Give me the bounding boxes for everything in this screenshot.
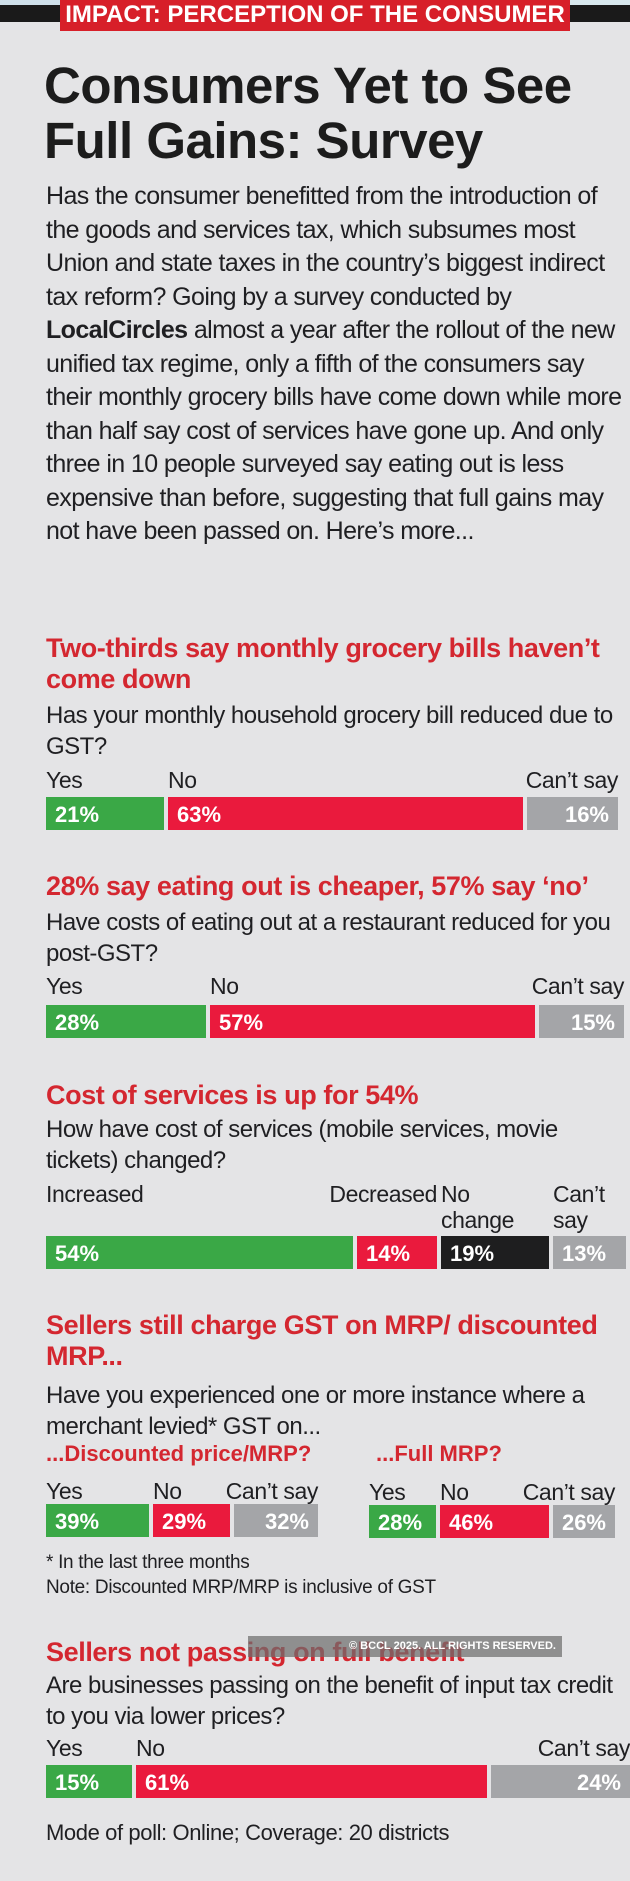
top-strip-right-image xyxy=(570,0,630,5)
section-heading-mrp: Sellers still charge GST on MRP/ discoun… xyxy=(46,1310,598,1371)
top-strip-left-image xyxy=(0,0,60,5)
bar-segment-no: 63% xyxy=(168,797,523,830)
stacked-bar-input-tax: 15% 61% 24% xyxy=(46,1765,630,1798)
intro-text-2: almost a year after the rollout of the n… xyxy=(46,316,622,545)
bar-segment-increased: 54% xyxy=(46,1236,353,1269)
section-heading-services: Cost of services is up for 54% xyxy=(46,1080,419,1110)
labels-grocery: Yes No Can’t say xyxy=(46,767,618,797)
bar-segment-can-t-say: 13% xyxy=(553,1236,626,1269)
category-label-yes: Yes xyxy=(46,1735,83,1761)
category-label-yes: Yes xyxy=(369,1479,406,1505)
bar-segment-no-change: 19% xyxy=(441,1236,549,1269)
labels-eating-out: Yes No Can’t say xyxy=(46,973,624,1003)
stacked-bar-services: 54% 14% 19% 13% xyxy=(46,1236,626,1269)
category-label-yes: Yes xyxy=(46,767,83,793)
bar-segment-yes: 39% xyxy=(46,1504,149,1537)
stacked-bar-eating-out: 28% 57% 15% xyxy=(46,1005,624,1038)
stacked-bar-grocery: 21% 63% 16% xyxy=(46,797,618,830)
bar-segment-yes: 21% xyxy=(46,797,164,830)
category-label-no: No xyxy=(168,767,197,793)
category-label-can-t-say: Can’t say xyxy=(553,1181,605,1233)
bar-segment-decreased: 14% xyxy=(357,1236,437,1269)
bar-segment-can-t-say: 32% xyxy=(234,1504,318,1537)
bar-segment-no: 57% xyxy=(210,1005,535,1038)
labels-services: Increased Decreased No change Can’t say xyxy=(46,1181,626,1236)
bar-segment-no: 29% xyxy=(153,1504,230,1537)
category-label-yes: Yes xyxy=(46,1478,83,1504)
question-eating-out: Have costs of eating out at a restaurant… xyxy=(46,909,611,967)
category-label-can-t-say: Can’t say xyxy=(525,767,619,793)
copyright-watermark: © BCCL 2025. ALL RIGHTS RESERVED. xyxy=(248,1636,562,1657)
bar-segment-can-t-say: 15% xyxy=(539,1005,624,1038)
intro-paragraph: Has the consumer benefitted from the int… xyxy=(46,180,626,549)
question-grocery: Has your monthly household grocery bill … xyxy=(46,702,613,760)
bar-segment-yes: 28% xyxy=(369,1505,436,1538)
category-label-no: No xyxy=(440,1479,469,1505)
category-label-no: No xyxy=(210,973,239,999)
bar-segment-can-t-say: 16% xyxy=(527,797,618,830)
question-input-tax: Are businesses passing on the benefit of… xyxy=(46,1672,613,1730)
poll-footer: Mode of poll: Online; Coverage: 20 distr… xyxy=(46,1820,450,1845)
category-label-increased: Increased xyxy=(46,1181,144,1207)
bar-segment-can-t-say: 26% xyxy=(553,1505,615,1538)
subheading-discounted-mrp: ...Discounted price/MRP? xyxy=(46,1441,312,1466)
bar-segment-yes: 28% xyxy=(46,1005,206,1038)
bar-segment-can-t-say: 24% xyxy=(491,1765,630,1798)
category-label-can-t-say: Can’t say xyxy=(522,1479,616,1505)
page-title: Consumers Yet to See Full Gains: Survey xyxy=(44,58,624,168)
stacked-bar-discounted-mrp: 39% 29% 32% xyxy=(46,1504,318,1537)
question-mrp: Have you experienced one or more instanc… xyxy=(46,1382,585,1440)
section-heading-eating-out: 28% say eating out is cheaper, 57% say ‘… xyxy=(46,871,589,901)
bar-segment-no: 61% xyxy=(136,1765,487,1798)
bar-segment-yes: 15% xyxy=(46,1765,132,1798)
question-services: How have cost of services (mobile servic… xyxy=(46,1116,558,1174)
footnote-note: Note: Discounted MRP/MRP is inclusive of… xyxy=(46,1577,436,1598)
intro-text-1: Has the consumer benefitted from the int… xyxy=(46,182,605,311)
footnote-asterisk: * In the last three months xyxy=(46,1552,250,1573)
section-heading-grocery: Two-thirds say monthly grocery bills hav… xyxy=(46,633,600,694)
category-label-no-change: No change xyxy=(441,1181,515,1233)
title-line-1: Consumers Yet to See xyxy=(44,57,572,114)
category-label-decreased: Decreased xyxy=(329,1181,437,1207)
category-label-can-t-say: Can’t say xyxy=(225,1478,319,1504)
category-label-can-t-say: Can’t say xyxy=(531,973,625,999)
title-line-2: Full Gains: Survey xyxy=(44,112,483,169)
labels-full-mrp: Yes No Can’t say xyxy=(369,1479,615,1509)
category-label-yes: Yes xyxy=(46,973,83,999)
category-label-no: No xyxy=(153,1478,182,1504)
subheading-full-mrp: ...Full MRP? xyxy=(376,1441,502,1466)
labels-input-tax: Yes No Can’t say xyxy=(46,1735,630,1765)
bar-segment-no: 46% xyxy=(440,1505,549,1538)
source-name: LocalCircles xyxy=(46,316,188,344)
stacked-bar-full-mrp: 28% 46% 26% xyxy=(369,1505,615,1538)
kicker-label: IMPACT: PERCEPTION OF THE CONSUMER xyxy=(60,0,570,31)
category-label-no: No xyxy=(136,1735,165,1761)
labels-discounted-mrp: Yes No Can’t say xyxy=(46,1478,318,1508)
category-label-can-t-say: Can’t say xyxy=(537,1735,630,1761)
